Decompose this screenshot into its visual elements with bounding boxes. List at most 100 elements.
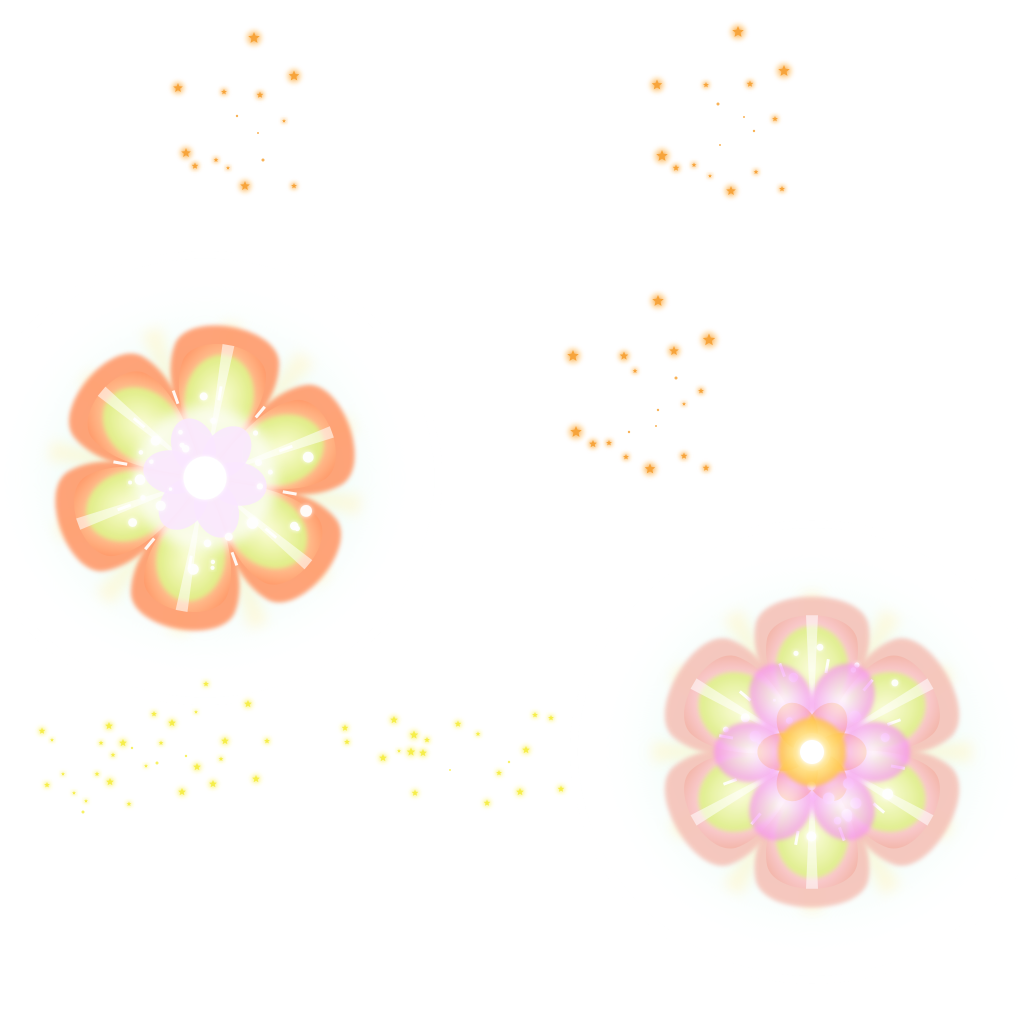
sparkle-dot (674, 376, 678, 380)
star-sparkle-icon (589, 440, 597, 448)
sparkle-dot (246, 517, 259, 529)
sparkle-dot (210, 417, 217, 424)
star-sparkle-icon (732, 26, 744, 37)
star-sparkle-icon (94, 771, 100, 776)
star-sparkle-icon (454, 720, 462, 727)
sparkle-dot (656, 408, 660, 412)
star-sparkle-icon (702, 333, 716, 346)
star-sparkle-icon (72, 791, 76, 795)
star-sparkle-icon (644, 463, 656, 474)
star-sparkle-icon (632, 368, 638, 373)
star-sparkle-icon (98, 740, 104, 745)
sparkle-dot (891, 679, 899, 687)
star-sparkle-icon (496, 770, 502, 776)
star-sparkle-icon (158, 740, 164, 745)
sparkle-dot (224, 532, 233, 541)
star-sparkle-icon (698, 388, 704, 394)
sparkle-dot (130, 746, 134, 750)
sparkle-dot (752, 129, 756, 133)
star-sparkle-icon (221, 737, 229, 745)
sparkle-dot (128, 480, 133, 485)
sparkle-dot (128, 518, 137, 527)
star-sparkle-icon (397, 749, 401, 753)
sparkle-dot (140, 495, 146, 501)
star-sparkle-icon (726, 186, 736, 195)
star-sparkle-icon (772, 116, 778, 122)
star-sparkle-icon (779, 186, 785, 192)
sparkle-dot (507, 760, 511, 764)
star-sparkle-icon (753, 169, 759, 174)
star-sparkle-icon (178, 788, 186, 796)
sparkle-dot (627, 430, 631, 434)
star-sparkle-icon (516, 788, 524, 796)
star-sparkle-icon (656, 150, 668, 161)
sparkle-dot (252, 430, 259, 436)
star-sparkle-icon (126, 801, 132, 806)
star-sparkle-icon (151, 711, 157, 717)
star-sparkle-icon (424, 737, 430, 743)
star-sparkle-icon (105, 722, 113, 730)
star-sparkle-icon (84, 799, 88, 803)
orange-star-cluster-top-left (171, 29, 302, 193)
sparkle-dot (257, 132, 259, 134)
star-sparkle-icon (50, 738, 54, 742)
flower-core (183, 456, 227, 500)
sparkle-dot (716, 102, 720, 106)
star-sparkle-icon (194, 710, 198, 714)
star-sparkle-icon (409, 730, 419, 739)
star-sparkle-icon (240, 181, 250, 190)
sparkle-dot (449, 769, 451, 771)
yellow-star-cluster-bottom-center (340, 710, 566, 808)
orange-star-cluster-middle-right (564, 292, 719, 477)
star-sparkle-icon (209, 780, 217, 788)
peach-lime-flower-burst (5, 288, 405, 668)
sparkle-dot (267, 469, 273, 475)
star-sparkle-icon (475, 731, 481, 736)
sparkle-dot (179, 442, 185, 448)
star-sparkle-icon (570, 426, 582, 437)
sparkle-dot (184, 754, 188, 758)
star-sparkle-icon (221, 89, 227, 95)
star-sparkle-icon (173, 83, 183, 92)
sparkle-dot (793, 650, 799, 656)
sparkle-dot (254, 459, 262, 466)
star-sparkle-icon (522, 746, 530, 754)
sparkle-dot (806, 831, 817, 842)
star-sparkle-icon (623, 454, 629, 460)
star-sparkle-icon (106, 778, 114, 786)
star-sparkle-icon (691, 162, 697, 167)
star-sparkle-icon (344, 739, 350, 745)
sparkle-dot (816, 643, 824, 651)
star-sparkle-icon (606, 440, 612, 446)
star-sparkle-icon (619, 351, 629, 360)
sparkle-dot (155, 500, 166, 511)
sparkle-dot (302, 451, 314, 463)
star-sparkle-icon (390, 716, 398, 724)
star-sparkle-icon (680, 452, 688, 459)
star-sparkle-icon (483, 799, 491, 806)
star-sparkle-icon (669, 346, 679, 355)
star-sparkle-icon (38, 727, 46, 734)
star-sparkle-icon (291, 183, 297, 189)
star-sparkle-icon (341, 724, 349, 731)
star-sparkle-icon (119, 739, 127, 747)
star-sparkle-icon (379, 754, 387, 762)
star-sparkle-icon (419, 749, 427, 757)
star-sparkle-icon (702, 464, 710, 471)
sparkle-dot (210, 559, 216, 565)
sparkle-dot (882, 788, 894, 800)
sparkle-dot (81, 810, 85, 814)
star-sparkle-icon (168, 719, 176, 727)
star-sparkle-icon (652, 295, 664, 306)
star-sparkle-icon (746, 80, 754, 87)
star-sparkle-icon (548, 715, 554, 721)
star-sparkle-icon (778, 65, 790, 76)
sparkle-dot (155, 761, 159, 765)
star-sparkle-icon (181, 148, 191, 157)
star-sparkle-icon (651, 79, 663, 90)
sparkle-dot (168, 487, 173, 491)
orange-star-cluster-top-right (649, 23, 793, 198)
sparkle-dot (740, 713, 750, 723)
yellow-star-cluster-bottom-left (37, 679, 272, 814)
star-sparkle-icon (248, 32, 260, 43)
